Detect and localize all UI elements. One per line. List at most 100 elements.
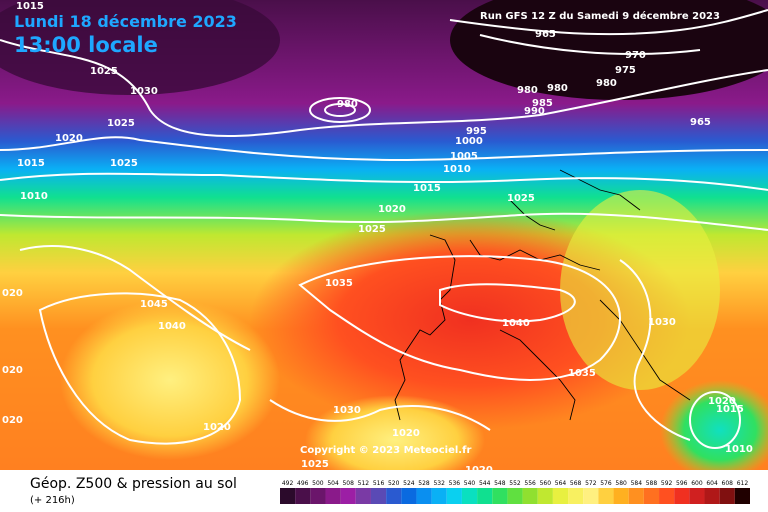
scale-swatch xyxy=(689,488,705,504)
scale-swatch xyxy=(734,488,750,504)
scale-tick-label: 532 xyxy=(433,480,445,487)
isobar-label: 1040 xyxy=(158,321,186,332)
scale-swatch xyxy=(568,488,584,504)
isobar-label: 1030 xyxy=(648,317,676,328)
isobar-label: 1025 xyxy=(90,66,118,77)
scale-swatch xyxy=(522,488,538,504)
scale-swatch xyxy=(643,488,660,504)
forecast-lead-time: (+ 216h) xyxy=(30,495,75,506)
scale-swatch xyxy=(431,488,447,504)
z500-field: 1025103010251020102510151010980965970975… xyxy=(0,0,768,470)
scale-tick-label: 520 xyxy=(388,480,400,487)
map-title: Géop. Z500 & pression au sol xyxy=(30,476,237,492)
isobar-labels: 1025103010251020102510151010980965970975… xyxy=(2,1,753,470)
scale-tick-label: 576 xyxy=(600,480,612,487)
isobar-label: 980 xyxy=(517,85,538,96)
scale-swatch xyxy=(370,488,387,504)
isobar-label: 020 xyxy=(2,415,23,426)
scale-swatch xyxy=(537,488,553,504)
isobar-label: 965 xyxy=(535,29,556,40)
scale-swatch xyxy=(719,488,735,504)
scale-tick-label: 516 xyxy=(373,480,385,487)
scale-tick-label: 588 xyxy=(646,480,658,487)
model-run-info: Run GFS 12 Z du Samedi 9 décembre 2023 xyxy=(480,11,720,22)
isobar-label: 1000 xyxy=(455,136,483,147)
scale-tick-label: 524 xyxy=(403,480,415,487)
isobar-label: 1020 xyxy=(378,204,406,215)
scale-swatch xyxy=(552,488,569,504)
isobar-label: 985 xyxy=(532,98,553,109)
scale-tick-label: 584 xyxy=(631,480,643,487)
isobar-label: 1030 xyxy=(333,405,361,416)
forecast-date: Lundi 18 décembre 2023 xyxy=(14,12,237,31)
scale-tick-label: 568 xyxy=(570,480,582,487)
isobar-label: 995 xyxy=(466,126,487,137)
scale-tick-label: 544 xyxy=(479,480,491,487)
scale-swatch xyxy=(325,488,341,504)
scale-tick-label: 500 xyxy=(312,480,324,487)
isobars xyxy=(0,9,768,449)
isobar-label: 1015 xyxy=(17,158,45,169)
scale-swatch xyxy=(674,488,690,504)
scale-swatch xyxy=(704,488,720,504)
isobar-label: 020 xyxy=(2,288,23,299)
color-scale: 492 496 500 504 508 512 516 520 524 528 532 536 540 5… xyxy=(280,480,750,504)
scale-swatch xyxy=(295,488,311,504)
isobar-label: 980 xyxy=(596,78,617,89)
isobar-label: 1020 xyxy=(392,428,420,439)
scale-tick-label: 528 xyxy=(418,480,430,487)
isobar-label: 1020 xyxy=(55,133,83,144)
scale-tick-label: 564 xyxy=(555,480,567,487)
scale-tick-label: 608 xyxy=(722,480,734,487)
isobar-label: 1010 xyxy=(443,164,471,175)
isobar-label: 1025 xyxy=(107,118,135,129)
scale-swatch xyxy=(583,488,599,504)
scale-swatch xyxy=(355,488,371,504)
scale-swatch xyxy=(477,488,493,504)
scale-tick-label: 504 xyxy=(327,480,339,487)
scale-swatch xyxy=(446,488,462,504)
isobar-label: 1005 xyxy=(450,151,478,162)
isobar-label: 990 xyxy=(524,106,545,117)
isobar-label: 1015 xyxy=(413,183,441,194)
scale-swatch xyxy=(507,488,523,504)
scale-tick-label: 572 xyxy=(585,480,597,487)
isobar-label: 1015 xyxy=(716,404,744,415)
legend-footer: Géop. Z500 & pression au sol (+ 216h) 49… xyxy=(0,470,768,512)
scale-tick-label: 536 xyxy=(449,480,461,487)
scale-swatch xyxy=(598,488,614,504)
scale-tick-label: 492 xyxy=(282,480,294,487)
scale-tick-label: 600 xyxy=(691,480,703,487)
isobar-label: 1010 xyxy=(20,191,48,202)
scale-tick-label: 540 xyxy=(464,480,476,487)
isobar-label: 1025 xyxy=(358,224,386,235)
isobar-label: 1020 xyxy=(708,396,736,407)
isobar-label: 1025 xyxy=(507,193,535,204)
isobar-label: 1035 xyxy=(568,368,596,379)
scale-tick-label: 556 xyxy=(524,480,536,487)
scale-swatch xyxy=(492,488,508,504)
scale-tick-label: 592 xyxy=(661,480,673,487)
isobar-label: 1040 xyxy=(502,318,530,329)
coastlines xyxy=(394,169,691,421)
scale-swatch xyxy=(310,488,326,504)
scale-tick-label: 580 xyxy=(615,480,627,487)
scale-tick-label: 560 xyxy=(540,480,552,487)
isobar-label: 1025 xyxy=(110,158,138,169)
scale-swatch xyxy=(416,488,432,504)
isobar-label: 020 xyxy=(2,365,23,376)
scale-tick-label: 604 xyxy=(706,480,718,487)
scale-tick-label: 512 xyxy=(358,480,370,487)
isobar-label: 980 xyxy=(547,83,568,94)
scale-tick-label: 548 xyxy=(494,480,506,487)
scale-swatch xyxy=(386,488,402,504)
weather-map: 1025 1030 1025 1020 1025 1015 1010 980 965 970 975… xyxy=(0,0,768,470)
isobar-label: 1020 xyxy=(465,465,493,470)
forecast-local-time: 13:00 locale xyxy=(14,33,158,57)
isobar-label: 1045 xyxy=(140,299,168,310)
copyright-notice: Copyright © 2023 Meteociel.fr xyxy=(300,445,472,456)
isobar-label: 1015 xyxy=(16,1,44,12)
scale-tick-label: 508 xyxy=(342,480,354,487)
isobar-label: 1035 xyxy=(325,278,353,289)
isobar-label: 980 xyxy=(337,99,358,110)
